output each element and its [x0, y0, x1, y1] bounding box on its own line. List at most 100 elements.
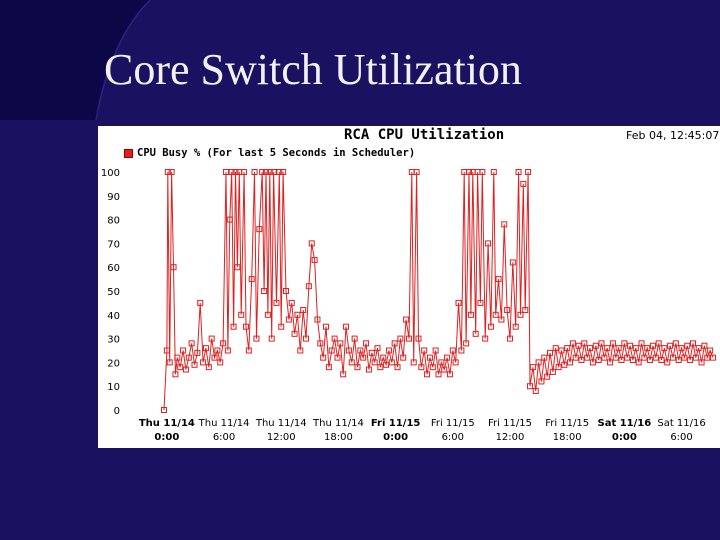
data-point — [300, 307, 307, 314]
data-point — [320, 354, 327, 361]
data-point — [672, 340, 679, 347]
slide-title: Core Switch Utilization — [104, 45, 522, 94]
x-tick-day-label: Sat 11/16 — [598, 418, 652, 429]
data-point — [627, 342, 634, 349]
data-point — [405, 335, 412, 342]
data-point — [467, 311, 474, 318]
data-point — [561, 361, 568, 368]
data-point — [276, 169, 283, 175]
data-point — [522, 307, 529, 314]
data-point — [305, 283, 312, 290]
data-point — [517, 311, 524, 318]
data-point — [391, 340, 398, 347]
data-point — [245, 347, 252, 354]
data-point — [587, 345, 594, 352]
data-point — [609, 340, 616, 347]
data-point — [368, 349, 375, 356]
data-point — [567, 359, 574, 366]
data-point — [418, 364, 425, 371]
data-point — [684, 342, 691, 349]
series-line — [163, 171, 714, 411]
data-point — [515, 169, 522, 175]
data-point — [424, 371, 431, 378]
data-point — [174, 354, 181, 361]
data-point — [285, 316, 292, 323]
data-point — [607, 359, 614, 366]
data-point — [314, 316, 321, 323]
data-point — [270, 169, 277, 175]
data-point — [228, 169, 235, 175]
data-point — [649, 342, 656, 349]
data-point — [541, 354, 548, 361]
data-point — [337, 340, 344, 347]
legend-label: CPU Busy % (For last 5 Seconds in Schedu… — [137, 147, 416, 159]
data-point — [595, 357, 602, 364]
data-point — [698, 359, 705, 366]
data-point — [532, 387, 539, 394]
data-point — [490, 169, 497, 175]
data-point — [354, 364, 361, 371]
data-point — [374, 345, 381, 352]
data-point — [495, 276, 502, 283]
data-point — [188, 340, 195, 347]
data-point — [575, 342, 582, 349]
data-point — [455, 299, 462, 306]
data-point — [345, 347, 352, 354]
data-point — [400, 354, 407, 361]
data-point — [572, 354, 579, 361]
y-tick-label: 70 — [107, 239, 120, 250]
data-point — [581, 340, 588, 347]
y-tick-label: 10 — [107, 382, 120, 393]
data-point — [166, 359, 173, 366]
x-tick-day-label: Fri 11/15 — [371, 418, 421, 429]
data-point — [710, 354, 716, 361]
x-tick-day-label: Thu 11/14 — [255, 418, 307, 429]
x-tick-day-label: Thu 11/14 — [198, 418, 250, 429]
data-point — [343, 323, 350, 330]
data-point — [226, 216, 233, 223]
data-point — [415, 335, 422, 342]
x-axis-labels: Thu 11/14 0:00 Thu 11/14 6:00 Thu 11/14 12:00… — [139, 418, 706, 443]
y-tick-label: 60 — [107, 263, 120, 274]
data-point — [325, 364, 332, 371]
data-point — [669, 354, 676, 361]
data-point — [172, 371, 179, 378]
chart-legend: CPU Busy % (For last 5 Seconds in Schedu… — [124, 147, 415, 159]
data-point — [331, 335, 338, 342]
data-point — [472, 330, 479, 337]
data-point — [641, 354, 648, 361]
data-point — [273, 299, 280, 306]
data-point — [624, 354, 631, 361]
data-point — [291, 330, 298, 337]
data-point — [200, 359, 207, 366]
data-point — [380, 354, 387, 361]
data-point — [509, 259, 516, 266]
x-tick-time-label: 12:00 — [496, 432, 525, 443]
x-tick-time-label: 18:00 — [324, 432, 353, 443]
data-point — [429, 364, 436, 371]
data-point — [317, 340, 324, 347]
data-point — [520, 180, 527, 187]
data-point — [479, 169, 486, 175]
data-point — [701, 342, 708, 349]
data-point — [410, 359, 417, 366]
data-point — [194, 349, 201, 356]
y-axis-labels: 0 10 20 30 40 50 60 70 80 90 100 — [101, 168, 120, 417]
x-tick-time-label: 6:00 — [670, 432, 692, 443]
data-point — [687, 357, 694, 364]
data-point — [678, 345, 685, 352]
data-point — [544, 373, 551, 380]
data-point — [555, 364, 562, 371]
data-point — [288, 299, 295, 306]
x-tick-time-label: 6:00 — [213, 432, 235, 443]
data-point — [485, 240, 492, 247]
x-tick-time-label: 0:00 — [612, 432, 637, 443]
data-point — [238, 311, 245, 318]
data-point — [220, 340, 227, 347]
data-point — [498, 316, 505, 323]
data-point — [441, 366, 448, 373]
data-point — [357, 347, 364, 354]
data-point — [564, 345, 571, 352]
data-point — [604, 345, 611, 352]
